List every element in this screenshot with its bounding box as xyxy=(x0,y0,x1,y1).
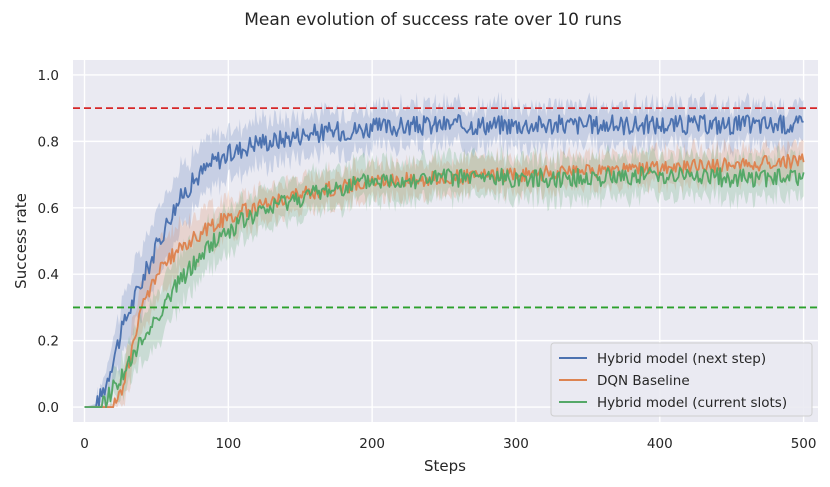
x-tick-labels: 0 100 200 300 400 500 xyxy=(80,436,816,452)
series-lines xyxy=(84,114,805,408)
series-line xyxy=(84,153,805,408)
x-axis-label: Steps xyxy=(424,457,466,475)
x-tick-label: 300 xyxy=(503,436,529,452)
x-tick-label: 500 xyxy=(791,436,817,452)
series-band xyxy=(84,91,804,408)
legend-label: DQN Baseline xyxy=(597,373,690,389)
y-axis-label: Success rate xyxy=(12,193,30,289)
legend: Hybrid model (next step) DQN Baseline Hybr… xyxy=(550,342,813,417)
x-tick-label: 200 xyxy=(359,436,385,452)
x-tick-label: 400 xyxy=(647,436,673,452)
y-tick-label: 0.6 xyxy=(38,201,59,217)
reference-lines xyxy=(73,107,818,309)
y-tick-label: 1.0 xyxy=(38,68,59,84)
chart-title: Mean evolution of success rate over 10 r… xyxy=(244,10,622,30)
y-tick-label: 0.4 xyxy=(38,267,59,283)
legend-label: Hybrid model (current slots) xyxy=(597,395,787,411)
legend-label: Hybrid model (next step) xyxy=(597,351,766,367)
series-line xyxy=(84,114,804,408)
x-tick-label: 100 xyxy=(215,436,241,452)
x-tick-label: 0 xyxy=(80,436,89,452)
y-tick-label: 0.8 xyxy=(38,134,59,150)
legend-box xyxy=(550,342,813,417)
series-band xyxy=(84,138,804,408)
y-tick-labels: 0.0 0.2 0.4 0.6 0.8 1.0 xyxy=(38,68,59,416)
y-tick-label: 0.0 xyxy=(38,400,59,416)
series-line xyxy=(84,166,805,408)
y-tick-label: 0.2 xyxy=(38,334,59,350)
